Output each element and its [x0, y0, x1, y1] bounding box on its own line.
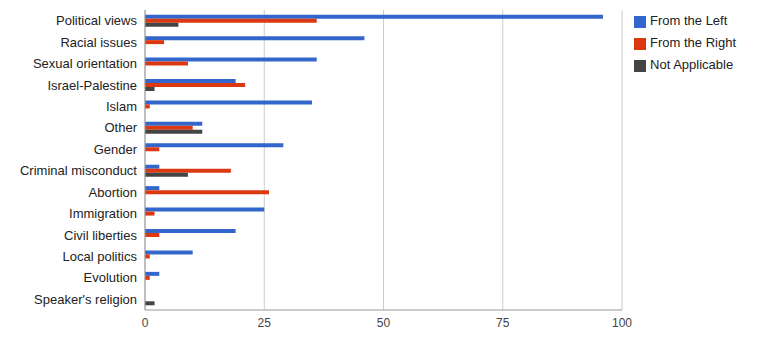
svg-text:Other: Other — [104, 120, 137, 135]
html-text:From the Right: From the Right — [650, 35, 736, 50]
html-text:Not Applicable: Not Applicable — [650, 57, 734, 72]
svg-text:Islam: Islam — [106, 99, 137, 114]
svg-text:75: 75 — [496, 316, 510, 330]
svg-text:Speaker's religion: Speaker's religion — [34, 292, 137, 307]
svg-text:Gender: Gender — [94, 142, 138, 157]
svg-text:50: 50 — [377, 316, 391, 330]
svg-text:100: 100 — [612, 316, 632, 330]
svg-text:Civil liberties: Civil liberties — [64, 228, 137, 243]
svg-text:Local politics: Local politics — [63, 249, 138, 264]
svg-text:Racial issues: Racial issues — [60, 35, 137, 50]
html-text:From the Left: From the Left — [650, 13, 728, 28]
svg-text:Criminal misconduct: Criminal misconduct — [20, 163, 137, 178]
svg-text:25: 25 — [258, 316, 272, 330]
svg-text:Sexual orientation: Sexual orientation — [33, 56, 137, 71]
svg-text:Israel-Palestine: Israel-Palestine — [47, 78, 137, 93]
svg-text:0: 0 — [142, 316, 149, 330]
svg-text:Abortion: Abortion — [89, 185, 137, 200]
svg-text:Political views: Political views — [56, 13, 137, 28]
svg-text:Evolution: Evolution — [84, 270, 137, 285]
svg-text:Immigration: Immigration — [69, 206, 137, 221]
